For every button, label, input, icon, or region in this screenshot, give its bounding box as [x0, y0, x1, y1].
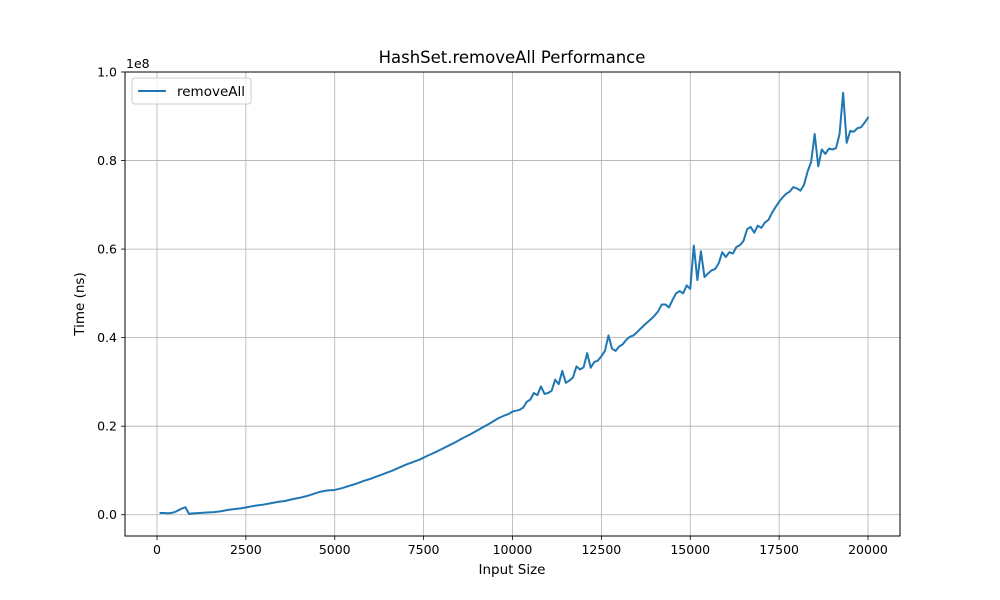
x-tick-label: 0: [153, 542, 161, 557]
x-tick-label: 20000: [848, 542, 888, 557]
series-line-removeall: [159, 91, 870, 515]
y-tick-label: 1.0: [97, 65, 117, 80]
legend-box: [131, 77, 252, 105]
ticks: 0 2500 5000 7500 10000 12500 15000 17500 20000 0.…: [97, 65, 888, 558]
x-tick-label: 10000: [493, 542, 533, 557]
y-tick-label: 0.6: [97, 242, 117, 257]
y-tick-label: 0.4: [97, 330, 117, 345]
legend: removeAll: [131, 77, 252, 105]
chart-title: HashSet.removeAll Performance: [379, 48, 646, 67]
x-tick-label: 5000: [319, 542, 351, 557]
y-tick-label: 0.8: [97, 153, 117, 168]
y-tick-label: 0.0: [97, 507, 117, 522]
y-axis-label: Time (ns): [72, 272, 88, 336]
x-tick-label: 15000: [670, 542, 710, 557]
series-layer: [159, 91, 870, 515]
x-axis-label: Input Size: [479, 562, 546, 578]
x-tick-label: 7500: [408, 542, 440, 557]
legend-label-removeall: removeAll: [177, 84, 245, 100]
x-tick-label: 17500: [759, 542, 799, 557]
x-tick-label: 12500: [581, 542, 621, 557]
y-tick-label: 0.2: [97, 419, 117, 434]
x-tick-label: 2500: [230, 542, 262, 557]
y-axis-offset-text: 1e8: [126, 56, 150, 71]
